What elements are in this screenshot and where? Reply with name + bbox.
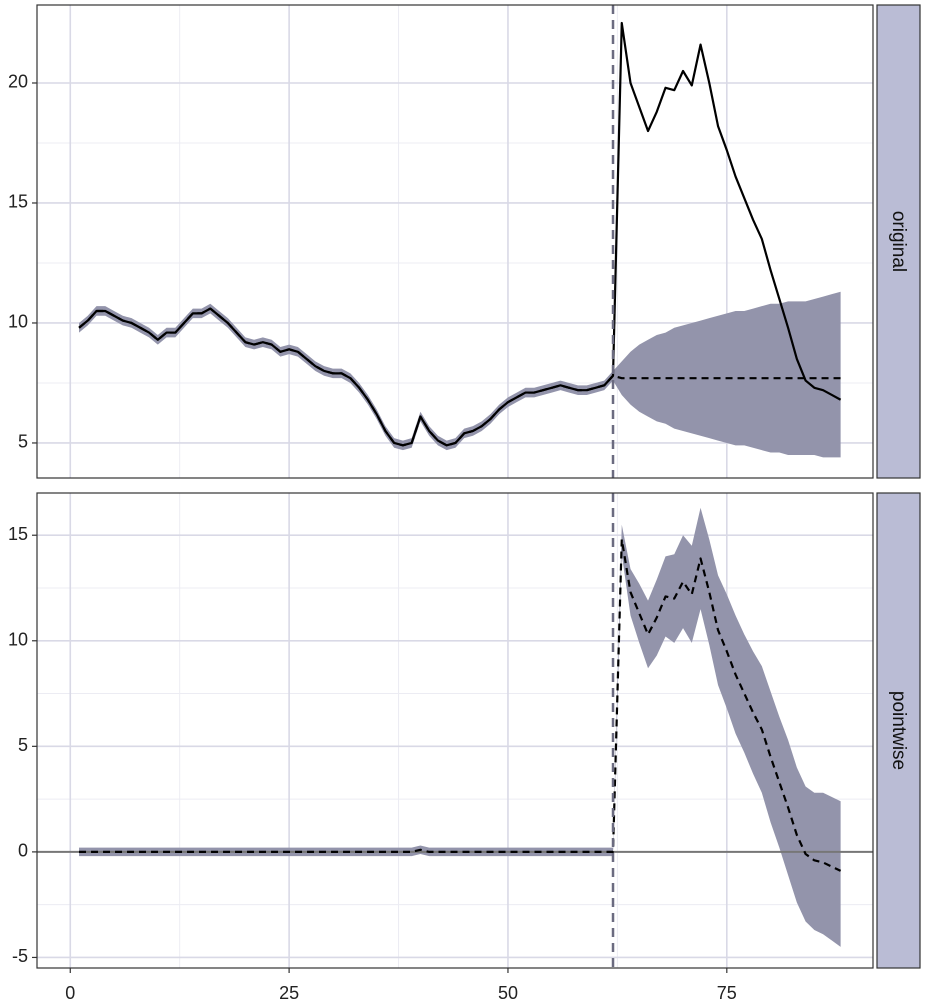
series-line bbox=[79, 538, 842, 872]
strip-label: original bbox=[888, 211, 909, 272]
series-line bbox=[78, 307, 841, 447]
y-tick-label: 10 bbox=[8, 312, 28, 332]
y-tick-label: 20 bbox=[8, 72, 28, 92]
series-line bbox=[78, 21, 842, 447]
y-tick-label: 15 bbox=[8, 524, 28, 544]
y-tick-label: 0 bbox=[18, 841, 28, 861]
x-tick-label: 50 bbox=[498, 983, 518, 1003]
x-tick-label: 25 bbox=[279, 983, 299, 1003]
panel-border bbox=[36, 4, 874, 479]
strip-label: pointwise bbox=[888, 691, 909, 770]
strip bbox=[876, 4, 921, 479]
interval-band bbox=[79, 291, 841, 458]
y-tick-label: 15 bbox=[8, 192, 28, 212]
x-tick-label: 75 bbox=[717, 983, 737, 1003]
y-tick-label: 5 bbox=[18, 432, 28, 452]
x-tick-label: 0 bbox=[65, 983, 75, 1003]
y-tick-label: 10 bbox=[8, 630, 28, 650]
interval-band bbox=[79, 507, 841, 947]
panel-border bbox=[36, 492, 874, 969]
y-tick-label: 5 bbox=[18, 735, 28, 755]
strip bbox=[876, 492, 921, 969]
y-tick-label: -5 bbox=[12, 946, 28, 966]
panel-background bbox=[37, 493, 873, 968]
